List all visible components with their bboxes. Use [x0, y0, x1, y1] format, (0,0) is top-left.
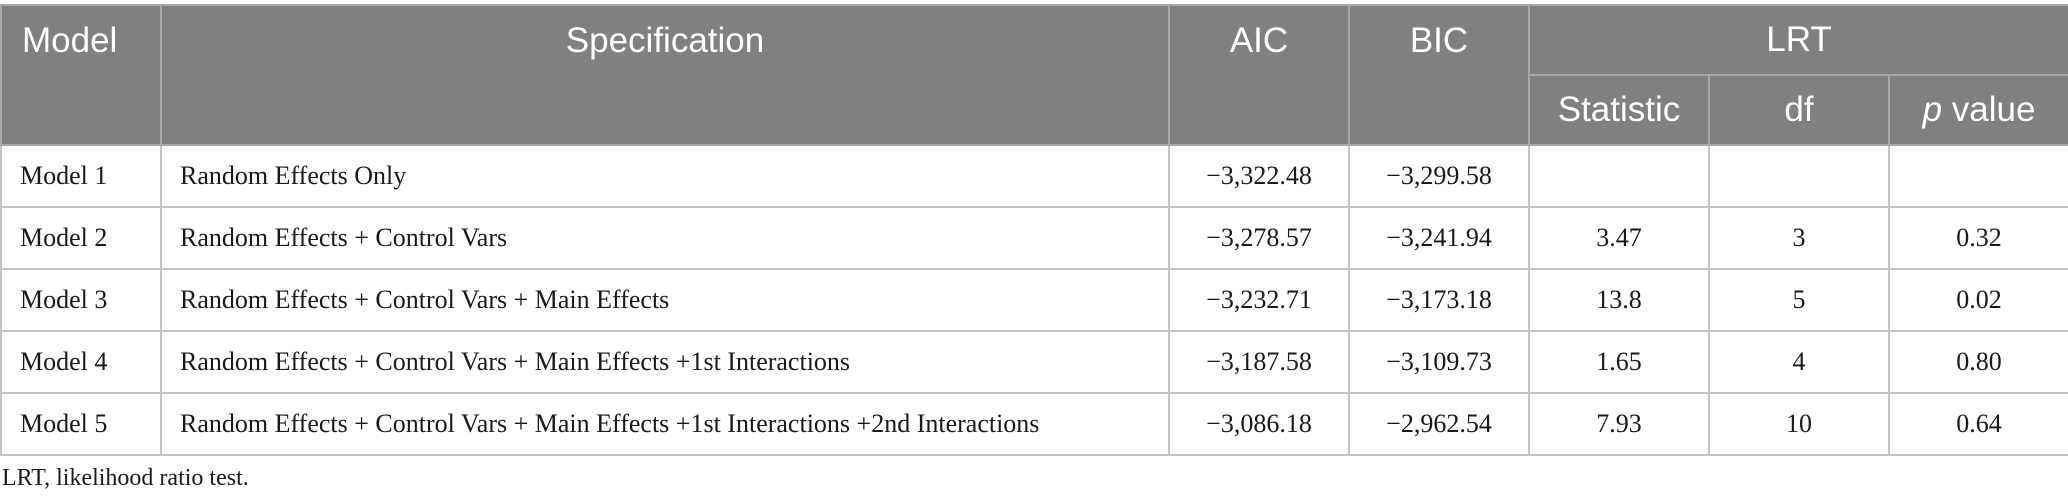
header-aic: AIC	[1168, 4, 1350, 75]
header-bic-blank	[1348, 75, 1530, 146]
table-footnote: LRT, likelihood ratio test.	[2, 465, 249, 491]
header-bic: BIC	[1348, 4, 1530, 75]
cell-bic: −3,109.73	[1348, 330, 1530, 394]
table-row: Model 5 Random Effects + Control Vars + …	[0, 392, 2068, 456]
cell-statistic: 7.93	[1528, 392, 1710, 456]
cell-bic: −2,962.54	[1348, 392, 1530, 456]
cell-bic: −3,299.58	[1348, 144, 1530, 208]
header-model-blank	[0, 75, 162, 146]
cell-spec: Random Effects Only	[160, 144, 1170, 208]
header-model: Model	[0, 4, 162, 75]
cell-bic: −3,173.18	[1348, 268, 1530, 332]
cell-p-value: 0.80	[1888, 330, 2068, 394]
header-p-suffix: value	[1942, 90, 2036, 129]
cell-statistic: 13.8	[1528, 268, 1710, 332]
cell-df: 4	[1708, 330, 1890, 394]
header-p-letter: p	[1922, 90, 1943, 129]
cell-aic: −3,232.71	[1168, 268, 1350, 332]
cell-df	[1708, 144, 1890, 208]
cell-df: 5	[1708, 268, 1890, 332]
cell-aic: −3,187.58	[1168, 330, 1350, 394]
header-lrt: LRT	[1528, 4, 2068, 75]
cell-aic: −3,322.48	[1168, 144, 1350, 208]
cell-p-value: 0.64	[1888, 392, 2068, 456]
model-comparison-table: Model Specification AIC BIC LRT Statisti…	[0, 4, 2068, 456]
cell-spec: Random Effects + Control Vars + Main Eff…	[160, 392, 1170, 456]
cell-bic: −3,241.94	[1348, 206, 1530, 270]
cell-model: Model 5	[0, 392, 162, 456]
cell-spec: Random Effects + Control Vars + Main Eff…	[160, 268, 1170, 332]
table-body: Model 1 Random Effects Only −3,322.48 −3…	[0, 144, 2068, 456]
cell-p-value	[1888, 144, 2068, 208]
cell-statistic	[1528, 144, 1710, 208]
table-row: Model 4 Random Effects + Control Vars + …	[0, 330, 2068, 394]
cell-aic: −3,086.18	[1168, 392, 1350, 456]
cell-model: Model 4	[0, 330, 162, 394]
cell-p-value: 0.32	[1888, 206, 2068, 270]
cell-df: 3	[1708, 206, 1890, 270]
cell-aic: −3,278.57	[1168, 206, 1350, 270]
header-row-top: Model Specification AIC BIC LRT	[0, 4, 2068, 75]
header-p-value: p value	[1888, 74, 2068, 146]
table-row: Model 1 Random Effects Only −3,322.48 −3…	[0, 144, 2068, 208]
header-row-sub: Statistic df p value	[0, 74, 2068, 146]
header-aic-blank	[1168, 75, 1350, 146]
cell-model: Model 3	[0, 268, 162, 332]
table-header: Model Specification AIC BIC LRT Statisti…	[0, 4, 2068, 146]
header-statistic: Statistic	[1528, 74, 1710, 146]
cell-model: Model 2	[0, 206, 162, 270]
header-df: df	[1708, 74, 1890, 146]
header-specification-blank	[160, 75, 1170, 146]
cell-p-value: 0.02	[1888, 268, 2068, 332]
cell-spec: Random Effects + Control Vars + Main Eff…	[160, 330, 1170, 394]
header-specification: Specification	[160, 4, 1170, 75]
cell-statistic: 1.65	[1528, 330, 1710, 394]
cell-model: Model 1	[0, 144, 162, 208]
cell-df: 10	[1708, 392, 1890, 456]
table-row: Model 2 Random Effects + Control Vars −3…	[0, 206, 2068, 270]
cell-spec: Random Effects + Control Vars	[160, 206, 1170, 270]
cell-statistic: 3.47	[1528, 206, 1710, 270]
table-row: Model 3 Random Effects + Control Vars + …	[0, 268, 2068, 332]
